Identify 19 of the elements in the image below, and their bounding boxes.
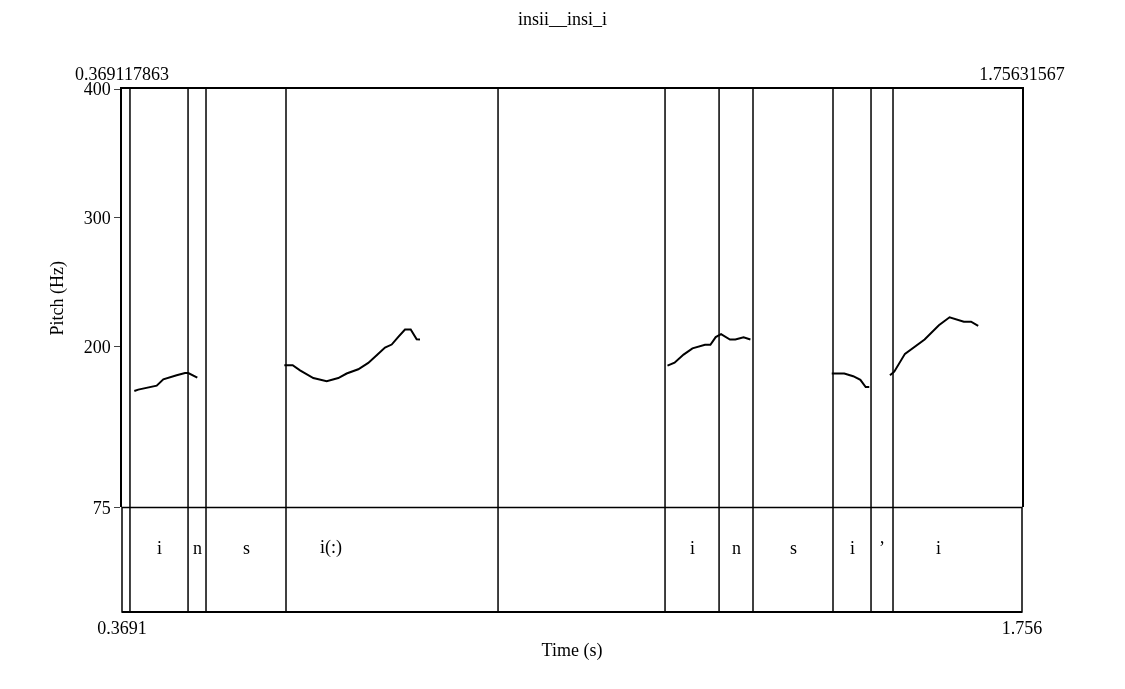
ref-line-label: n bbox=[193, 538, 202, 558]
ref-line-label: n bbox=[732, 538, 741, 558]
ref-line-label: s bbox=[790, 538, 798, 558]
y-tick-label: 75 bbox=[92, 497, 111, 518]
x2-tick-label: 1.75631567 bbox=[979, 64, 1065, 85]
y-tick-label: 200 bbox=[83, 336, 111, 357]
y-axis-title: Pitch (Hz) bbox=[47, 260, 69, 336]
x-axis-title: Time (s) bbox=[541, 639, 603, 661]
x-tick-label: 0.3691 bbox=[97, 618, 147, 639]
ref-line-label: i bbox=[850, 538, 856, 558]
ref-line-label: i bbox=[157, 538, 163, 558]
ref-line-label: i bbox=[690, 538, 696, 558]
ref-line-label: ’ bbox=[879, 538, 885, 558]
ref-line-label: i(:) bbox=[320, 537, 342, 558]
y-tick-label: 300 bbox=[83, 208, 111, 229]
x-tick-label: 1.756 bbox=[1001, 618, 1043, 639]
chart-title: insii__insi_i bbox=[517, 8, 608, 29]
ref-line-label: i bbox=[936, 538, 942, 558]
ref-line-label: s bbox=[243, 538, 251, 558]
